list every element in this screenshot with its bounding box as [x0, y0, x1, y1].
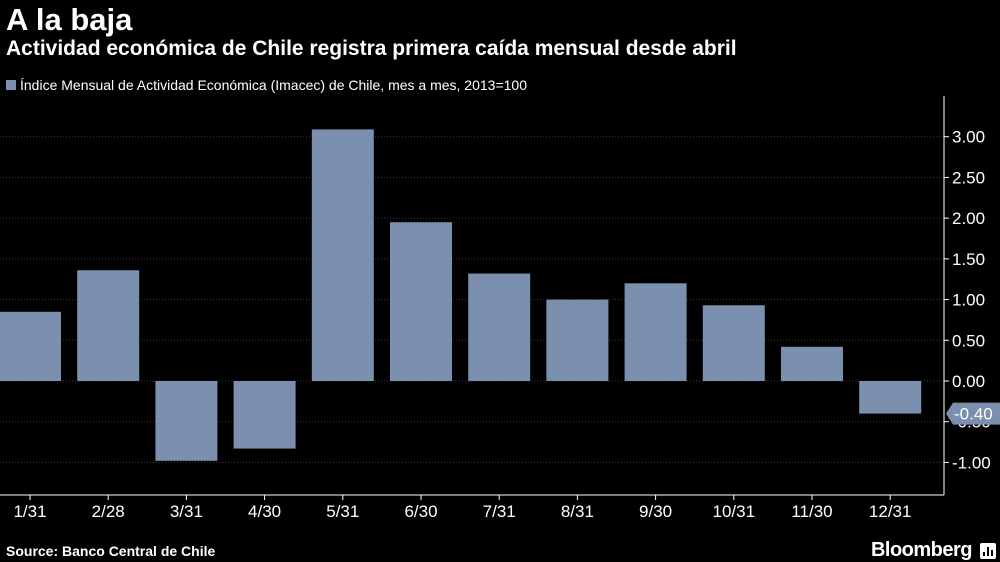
bar-12-31	[859, 381, 922, 414]
legend: Índice Mensual de Actividad Económica (I…	[6, 75, 527, 95]
bar-10-31	[702, 305, 765, 381]
legend-label: Índice Mensual de Actividad Económica (I…	[20, 77, 527, 93]
bloomberg-chart-icon	[980, 543, 996, 559]
y-tick-label: 1.00	[952, 291, 985, 310]
x-tick-label: 12/31	[869, 502, 912, 521]
bar-6-30	[390, 222, 452, 381]
y-tick-label: 2.50	[952, 168, 985, 187]
brand-logo: Bloomberg	[870, 539, 973, 561]
x-tick-label: 7/31	[483, 502, 516, 521]
legend-swatch	[6, 80, 16, 90]
x-tick-label: 5/31	[326, 502, 359, 521]
bar-4-30	[233, 381, 296, 449]
y-tick-label: 3.00	[952, 128, 985, 147]
last-value-marker	[946, 402, 1000, 425]
y-tick-label: -1.00	[952, 453, 991, 472]
bar-11-30	[781, 346, 843, 381]
y-tick-label: 2.00	[952, 209, 985, 228]
x-tick-label: 1/31	[13, 502, 46, 521]
bar-7-31	[468, 273, 531, 381]
x-tick-label: 9/30	[639, 502, 672, 521]
y-tick-label: 1.50	[952, 250, 985, 269]
x-tick-label: 11/30	[791, 502, 832, 521]
chart-subtitle: Actividad económica de Chile registra pr…	[6, 37, 737, 60]
bar-5-31	[311, 129, 374, 381]
x-tick-label: 6/30	[404, 502, 437, 521]
last-value-label: -0.40	[954, 405, 993, 424]
bar-3-31	[155, 381, 218, 461]
bar-2-28	[77, 270, 140, 381]
source-note: Source: Banco Central de Chile	[6, 543, 216, 559]
chart-title: A la baja	[6, 2, 133, 37]
y-tick-label: 0.00	[952, 372, 985, 391]
x-tick-label: 3/31	[170, 502, 203, 521]
x-tick-label: 8/31	[561, 502, 594, 521]
x-tick-label: 4/30	[248, 502, 281, 521]
bar-1-31	[0, 311, 61, 381]
y-tick-label: 0.50	[952, 331, 985, 350]
bar-9-30	[624, 283, 687, 381]
bar-chart: -1.00-0.500.000.501.001.502.002.503.001/…	[0, 96, 1000, 521]
bar-8-31	[546, 299, 609, 381]
x-tick-label: 10/31	[713, 502, 756, 521]
x-tick-label: 2/28	[92, 502, 125, 521]
